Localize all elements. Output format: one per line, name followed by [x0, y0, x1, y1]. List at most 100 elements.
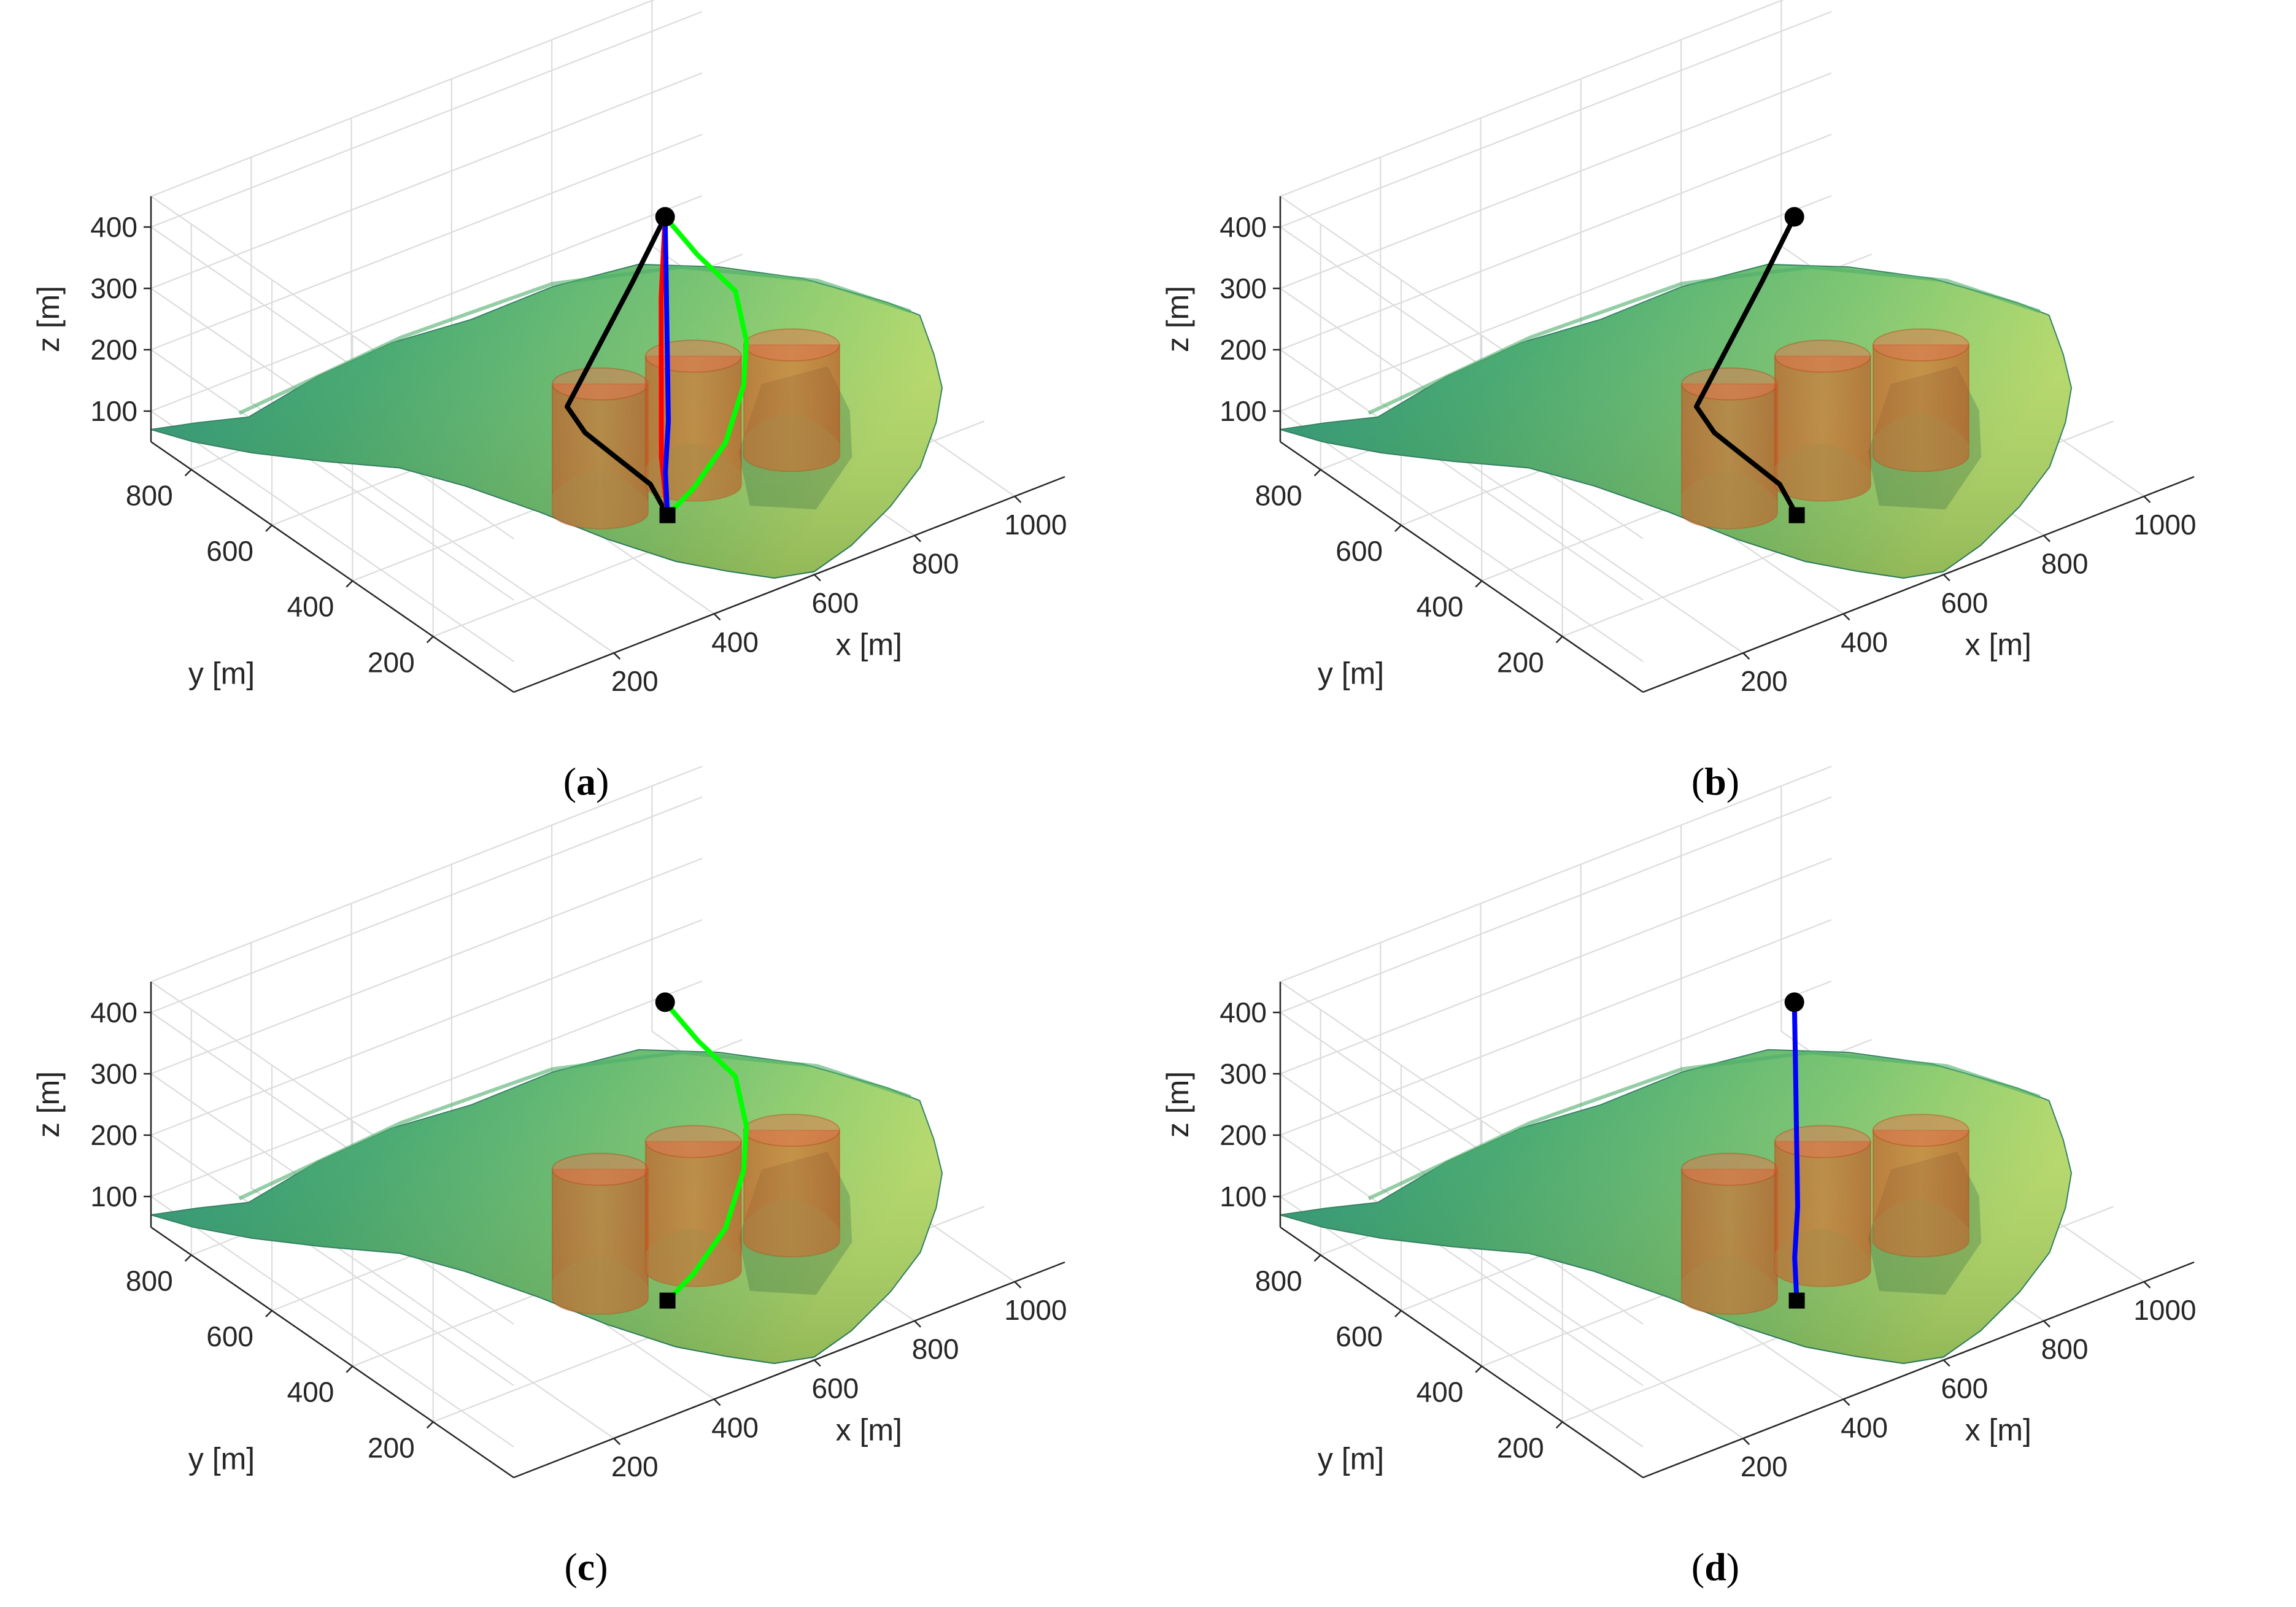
- cylinder-top: [644, 1125, 742, 1158]
- wall-xz: [1280, 0, 1831, 442]
- axes: [150, 982, 1065, 1479]
- terrain-ridge: [1367, 265, 2041, 415]
- cylinder-top: [551, 1152, 649, 1186]
- x-axis-label: x [m]: [836, 627, 902, 661]
- y-tick-mark: [265, 525, 273, 532]
- y-tick-label: 200: [368, 646, 415, 678]
- cylinder-top: [1774, 339, 1871, 373]
- cylinder-top: [1680, 367, 1778, 401]
- z-tick-label: 200: [1220, 1119, 1267, 1151]
- y-axis-line: [150, 441, 514, 693]
- obstacle-cylinder: [1872, 328, 1969, 472]
- y-tick-label: 800: [126, 1265, 173, 1297]
- z-axis-label: z [m]: [1161, 1071, 1195, 1138]
- obstacle-cylinder: [644, 1125, 742, 1287]
- cylinder-terrain: [1774, 1228, 1871, 1287]
- x-tick-mark: [1942, 574, 1950, 582]
- cylinder-body: [743, 344, 840, 472]
- z-axis-label: z [m]: [31, 286, 66, 352]
- panel-a: 200 400 600 800 1000 200 400 600 800 100 200 300 400…: [31, 0, 1067, 803]
- x-tick-label: 400: [1841, 626, 1888, 658]
- z-tick-label: 400: [1220, 211, 1267, 243]
- grid-line-x: [250, 942, 614, 1439]
- x-axis-line: [1642, 1261, 2195, 1479]
- x-tick-mark: [613, 1438, 621, 1446]
- path-green: [662, 214, 749, 518]
- x-tick-label: 800: [2041, 1333, 2089, 1365]
- cylinder-terrain: [743, 414, 840, 472]
- z-tick-label: 200: [90, 334, 137, 366]
- x-tick-label: 600: [1941, 1373, 1988, 1405]
- panel-caption: (a): [563, 760, 609, 803]
- caption-letter: d: [1704, 1545, 1726, 1589]
- caption-letter: c: [578, 1545, 595, 1589]
- wall-xz: [1280, 766, 1831, 1227]
- y-axis-line: [150, 1226, 514, 1479]
- x-tick-label: 400: [711, 1411, 759, 1443]
- y-tick-label: 800: [126, 479, 173, 511]
- x-tick-mark: [1014, 496, 1022, 503]
- z-tick-label: 100: [1220, 395, 1267, 427]
- cylinder-terrain: [552, 1257, 648, 1314]
- wall-xz: [151, 766, 702, 1227]
- y-tick-mark: [346, 580, 354, 588]
- cylinder-body: [1872, 344, 1969, 472]
- y-tick-label: 600: [206, 535, 253, 567]
- x-tick-mark: [2143, 496, 2151, 503]
- x-axis-label: x [m]: [1965, 627, 2031, 661]
- x-tick-mark: [2143, 1281, 2151, 1289]
- x-axis-label: x [m]: [836, 1412, 902, 1447]
- grid-line-x: [250, 157, 614, 654]
- x-axis-line: [513, 1261, 1065, 1479]
- cylinder-terrain: [743, 1199, 840, 1257]
- path-blue: [1792, 1000, 1800, 1303]
- y-tick-mark: [1555, 1421, 1563, 1429]
- start-marker: [659, 507, 676, 523]
- x-tick-mark: [914, 1320, 921, 1328]
- z-axis-label: z [m]: [31, 1071, 66, 1138]
- y-axis-label: y [m]: [188, 656, 255, 690]
- z-tick-label: 400: [90, 996, 137, 1028]
- cylinder-terrain: [1873, 414, 1969, 472]
- cylinder-body: [644, 1141, 742, 1287]
- x-tick-mark: [1742, 652, 1750, 660]
- cylinder-body: [1680, 1168, 1778, 1315]
- axes: [1279, 196, 2195, 693]
- y-tick-mark: [1475, 1365, 1483, 1373]
- caption-letter: a: [576, 760, 596, 803]
- cylinder-body: [743, 1130, 840, 1258]
- x-tick-label: 800: [2041, 548, 2089, 580]
- obstacle-cylinder: [1774, 1125, 1871, 1287]
- path-blue: [662, 214, 671, 518]
- x-tick-label: 1000: [2133, 509, 2196, 541]
- z-tick-label: 100: [90, 395, 137, 427]
- obstacle-cylinder: [551, 1152, 649, 1315]
- cylinder-body: [551, 1168, 649, 1315]
- y-tick-mark: [265, 1310, 273, 1317]
- path-black: [565, 214, 670, 518]
- grid-line-x: [1380, 942, 1744, 1439]
- x-tick-label: 600: [811, 587, 859, 619]
- cylinder-top: [551, 367, 649, 401]
- x-tick-label: 800: [912, 548, 959, 580]
- y-tick-label: 200: [1497, 646, 1544, 678]
- goal-marker: [655, 207, 675, 227]
- x-tick-label: 800: [912, 1333, 959, 1365]
- y-tick-mark: [426, 1421, 434, 1429]
- z-tick-label: 400: [1220, 996, 1267, 1028]
- cylinder-top: [1872, 328, 1969, 362]
- x-tick-label: 400: [711, 626, 759, 658]
- y-tick-label: 200: [1497, 1432, 1544, 1463]
- cylinder-top: [743, 328, 840, 362]
- cylinder-terrain: [1681, 1257, 1777, 1314]
- x-tick-mark: [1014, 1281, 1022, 1289]
- cylinder-terrain: [1873, 1199, 1969, 1257]
- x-tick-label: 1000: [1004, 1294, 1067, 1326]
- y-tick-mark: [1475, 580, 1483, 588]
- cylinder-body: [1774, 355, 1871, 502]
- y-tick-label: 600: [1335, 1320, 1383, 1352]
- cylinder-body: [1872, 1130, 1969, 1258]
- panel-c: 200 400 600 800 1000 200 400 600 800 100 200 300 400…: [31, 765, 1067, 1589]
- panel-caption: (c): [564, 1545, 608, 1589]
- y-axis-line: [1280, 441, 1644, 693]
